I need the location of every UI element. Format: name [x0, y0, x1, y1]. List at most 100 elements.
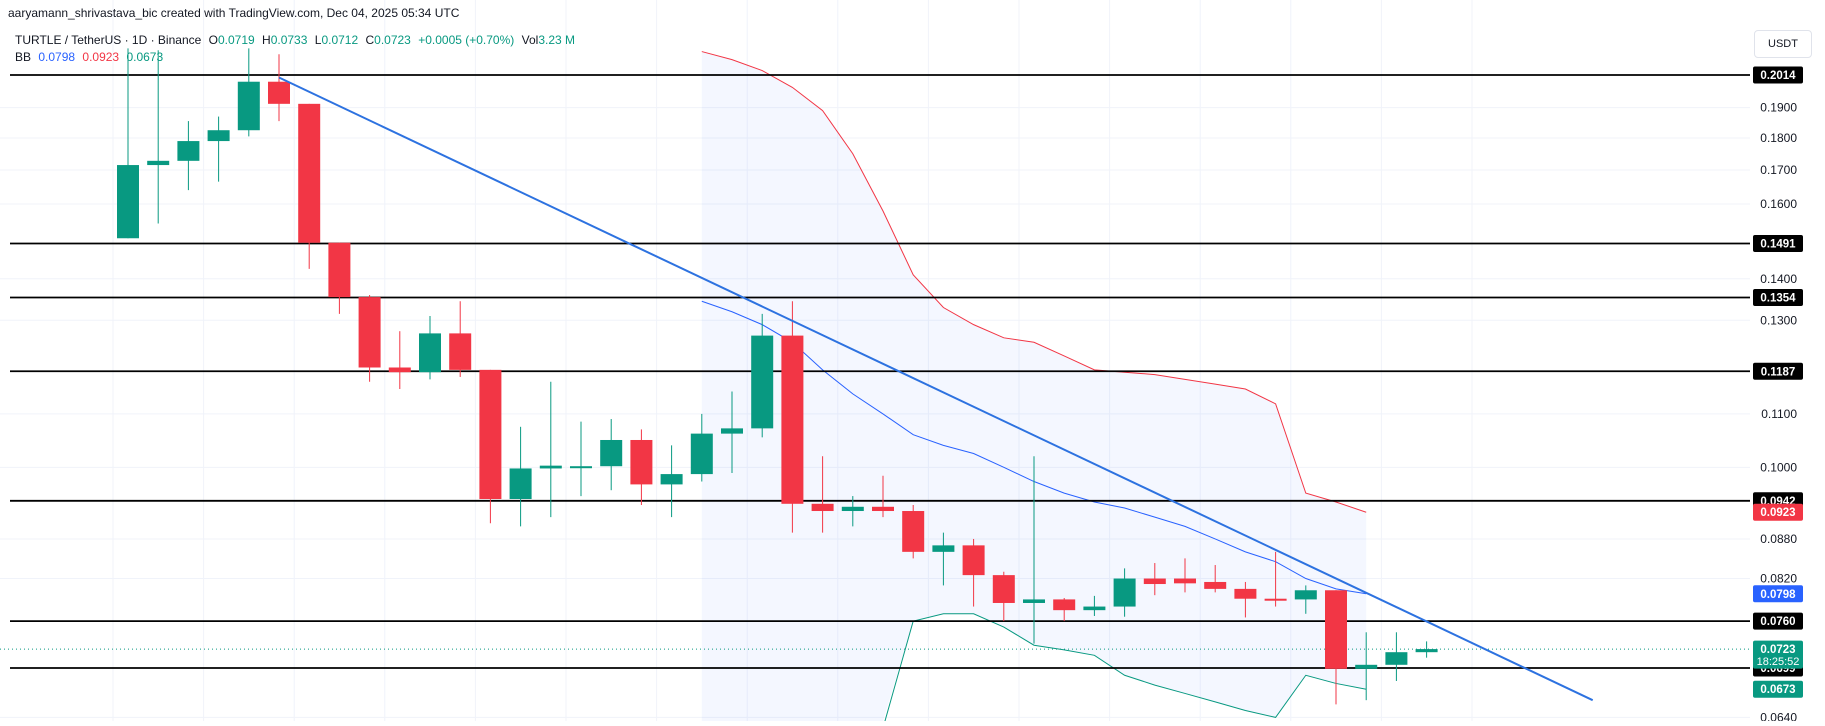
- symbol-name[interactable]: TURTLE / TetherUS · 1D · Binance: [15, 33, 202, 47]
- level-price-label-bg: [1753, 289, 1803, 307]
- level-price-label: 0.0760: [1760, 616, 1795, 628]
- bb-lower-value: 0.0673: [126, 50, 164, 64]
- change-value: +0.0005 (+0.70%): [418, 33, 515, 47]
- open-label: O: [208, 33, 218, 47]
- candle-body[interactable]: [781, 335, 804, 504]
- candle-body[interactable]: [841, 506, 864, 512]
- price-tick-label: 0.0820: [1760, 572, 1797, 586]
- level-price-label: 0.2014: [1760, 70, 1796, 82]
- bb-legend[interactable]: BB 0.0798 0.0923 0.0673: [15, 50, 167, 64]
- symbol-legend: TURTLE / TetherUS · 1D · Binance O0.0719…: [15, 33, 579, 47]
- candle-body[interactable]: [1385, 652, 1408, 665]
- last_price-label: 0.0723: [1760, 644, 1795, 656]
- high-value: 0.0733: [270, 33, 308, 47]
- candle-body[interactable]: [721, 428, 743, 434]
- candle-body[interactable]: [1143, 578, 1166, 585]
- candle-body[interactable]: [570, 466, 592, 469]
- candle-body[interactable]: [479, 369, 502, 500]
- candle-body[interactable]: [751, 335, 774, 429]
- last_price-label-bg: [1753, 640, 1803, 669]
- candle-body[interactable]: [298, 103, 321, 243]
- level-price-label-bg: [1753, 234, 1803, 252]
- price-tick-label: 0.1100: [1761, 407, 1797, 421]
- candle-body[interactable]: [992, 575, 1015, 603]
- bb_upper-label: 0.0923: [1760, 507, 1795, 519]
- bb-lower-line: [883, 613, 1367, 726]
- close-value: 0.0723: [374, 33, 411, 47]
- candle-body[interactable]: [1294, 590, 1317, 600]
- candle-body[interactable]: [690, 433, 713, 475]
- candle-body[interactable]: [268, 81, 290, 104]
- candle-body[interactable]: [1264, 598, 1287, 601]
- candle-body[interactable]: [358, 297, 381, 368]
- candle-body[interactable]: [539, 465, 562, 469]
- candle-body[interactable]: [1325, 590, 1347, 669]
- price-tick-label: 0.1000: [1760, 460, 1797, 474]
- candle-body[interactable]: [509, 468, 532, 500]
- price-tick-label: 0.1900: [1760, 101, 1797, 115]
- candle-body[interactable]: [660, 474, 683, 485]
- level-price-label: 0.1187: [1761, 366, 1796, 378]
- candle-body[interactable]: [449, 333, 472, 370]
- level-price-label-bg: [1753, 362, 1803, 380]
- bb-middle-value: 0.0798: [38, 50, 76, 64]
- close-label: C: [365, 33, 375, 47]
- candle-body[interactable]: [872, 506, 894, 512]
- candle-body[interactable]: [600, 439, 623, 467]
- price-tick-label: 0.0880: [1760, 532, 1797, 546]
- candle-body[interactable]: [811, 503, 834, 512]
- chart-credit: aaryamann_shrivastava_bic created with T…: [8, 6, 460, 20]
- candle-body[interactable]: [237, 81, 260, 131]
- candle-body[interactable]: [1355, 664, 1378, 669]
- bb-fill: [701, 51, 1367, 721]
- bb_middle-label-bg: [1753, 585, 1803, 603]
- level-price-label-bg: [1753, 66, 1803, 84]
- level-price-label-bg: [1753, 612, 1803, 630]
- candle-body[interactable]: [1234, 588, 1257, 599]
- open-value: 0.0719: [217, 33, 255, 47]
- price-tick-label: 0.1400: [1760, 272, 1797, 286]
- bb_upper-label-bg: [1753, 503, 1803, 521]
- currency-button[interactable]: USDT: [1754, 30, 1812, 58]
- candle-body[interactable]: [328, 242, 351, 298]
- candle-body[interactable]: [147, 160, 170, 166]
- low-label: L: [314, 33, 322, 47]
- volume-value: 3.23 M: [538, 33, 575, 47]
- bb_middle-label: 0.0798: [1760, 589, 1796, 601]
- price-tick-label: 0.0640: [1760, 710, 1797, 721]
- candle-body[interactable]: [1174, 578, 1196, 584]
- bb_lower-label: 0.0673: [1760, 684, 1795, 696]
- candle-body[interactable]: [1204, 581, 1227, 589]
- low-value: 0.0712: [321, 33, 359, 47]
- trendline[interactable]: [278, 76, 1594, 702]
- level-price-label: 0.1354: [1760, 293, 1796, 305]
- price-tick-label: 0.1800: [1760, 131, 1797, 145]
- price-tick-label: 0.1700: [1760, 163, 1797, 177]
- bb_lower-label-bg: [1753, 680, 1803, 698]
- candle-body[interactable]: [1083, 606, 1106, 611]
- bb-upper-line: [701, 51, 1367, 513]
- candle-body[interactable]: [932, 545, 955, 552]
- candle-body[interactable]: [902, 511, 925, 552]
- candle-body[interactable]: [630, 439, 653, 485]
- candle-body[interactable]: [1053, 599, 1076, 611]
- candle-body[interactable]: [177, 141, 200, 161]
- last_price-label-countdown: 18:25:52: [1757, 656, 1800, 668]
- bb-upper-value: 0.0923: [82, 50, 120, 64]
- candle-body[interactable]: [388, 367, 411, 373]
- candle-body[interactable]: [1113, 578, 1136, 607]
- candle-body[interactable]: [962, 545, 985, 576]
- candle-body[interactable]: [1415, 649, 1438, 653]
- candle-body[interactable]: [117, 165, 139, 239]
- candle-body[interactable]: [207, 130, 230, 142]
- candle-body[interactable]: [1023, 599, 1045, 603]
- candle-body[interactable]: [419, 333, 441, 373]
- high-label: H: [262, 33, 271, 47]
- volume-label: Vol: [521, 33, 539, 47]
- price-tick-label: 0.1600: [1760, 197, 1797, 211]
- bb-label: BB: [15, 50, 32, 64]
- level-price-label: 0.1491: [1760, 238, 1796, 250]
- price-tick-label: 0.1300: [1760, 313, 1797, 327]
